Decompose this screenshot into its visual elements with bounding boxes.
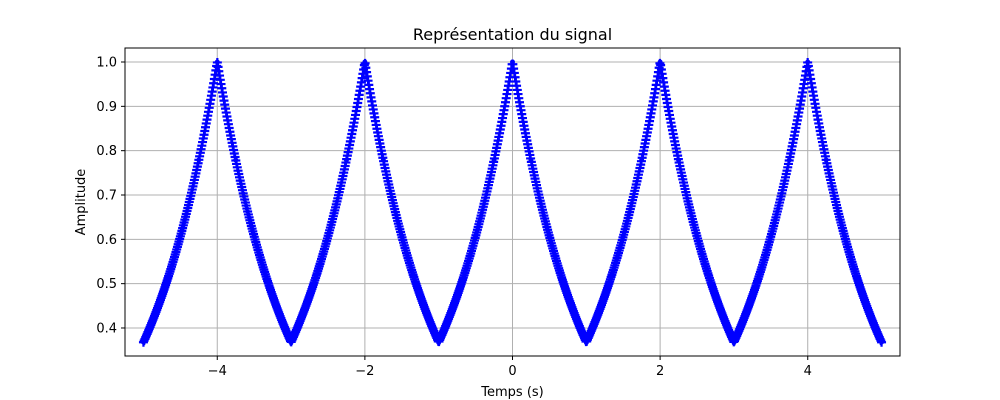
- data-point: [842, 233, 848, 239]
- data-point: [307, 293, 313, 299]
- data-point: [325, 233, 331, 239]
- data-point: [712, 293, 718, 299]
- data-point: [399, 233, 405, 239]
- data-point: [805, 59, 811, 65]
- data-point: [602, 293, 608, 299]
- grid: [125, 48, 900, 356]
- data-point: [768, 233, 774, 239]
- data-point: [528, 157, 534, 163]
- y-tick-label: 0.9: [96, 100, 117, 115]
- data-point: [620, 233, 626, 239]
- data-point: [140, 339, 146, 345]
- data-point: [510, 59, 515, 65]
- data-point: [731, 339, 737, 345]
- data-point: [546, 233, 552, 239]
- data-point: [159, 293, 165, 299]
- data-point: [343, 157, 349, 163]
- data-point: [823, 157, 829, 163]
- y-tick-label: 0.5: [96, 277, 117, 292]
- x-tick-label: −2: [355, 364, 374, 379]
- ticks: −4 −2 0 2 4 0.4 0.5 0.6 0.7 0.8 0.9 1.0: [96, 56, 812, 379]
- y-tick-label: 0.8: [96, 144, 117, 159]
- chart-title: Représentation du signal: [413, 25, 612, 44]
- x-tick-label: 4: [804, 364, 812, 379]
- data-point: [436, 339, 442, 345]
- data-point: [639, 157, 645, 163]
- data-point: [879, 339, 885, 345]
- data-point: [288, 339, 294, 345]
- data-point: [233, 157, 239, 163]
- data-point: [196, 157, 202, 163]
- x-tick-label: −4: [208, 364, 227, 379]
- data-point: [362, 59, 368, 65]
- y-axis-label: Amplitude: [74, 169, 89, 236]
- data-point: [177, 233, 183, 239]
- data-point: [417, 293, 423, 299]
- data-point: [270, 293, 276, 299]
- data-point: [860, 293, 866, 299]
- data-point: [676, 157, 682, 163]
- x-tick-label: 0: [508, 364, 516, 379]
- data-point: [380, 157, 386, 163]
- y-tick-label: 0.4: [96, 321, 117, 336]
- data-point: [214, 59, 220, 65]
- y-tick-label: 0.7: [96, 188, 117, 203]
- data-point: [565, 293, 571, 299]
- data-point: [454, 293, 460, 299]
- data-point: [473, 233, 479, 239]
- data-point: [491, 157, 497, 163]
- series-signal: [138, 57, 887, 347]
- data-point: [251, 233, 257, 239]
- data-point: [583, 339, 589, 345]
- x-tick-label: 2: [656, 364, 664, 379]
- data-point: [694, 233, 700, 239]
- y-tick-label: 0.6: [96, 233, 117, 248]
- data-point: [786, 157, 792, 163]
- x-axis-label: Temps (s): [480, 385, 543, 400]
- data-point: [749, 293, 755, 299]
- y-tick-label: 1.0: [96, 56, 117, 71]
- data-point: [657, 59, 663, 65]
